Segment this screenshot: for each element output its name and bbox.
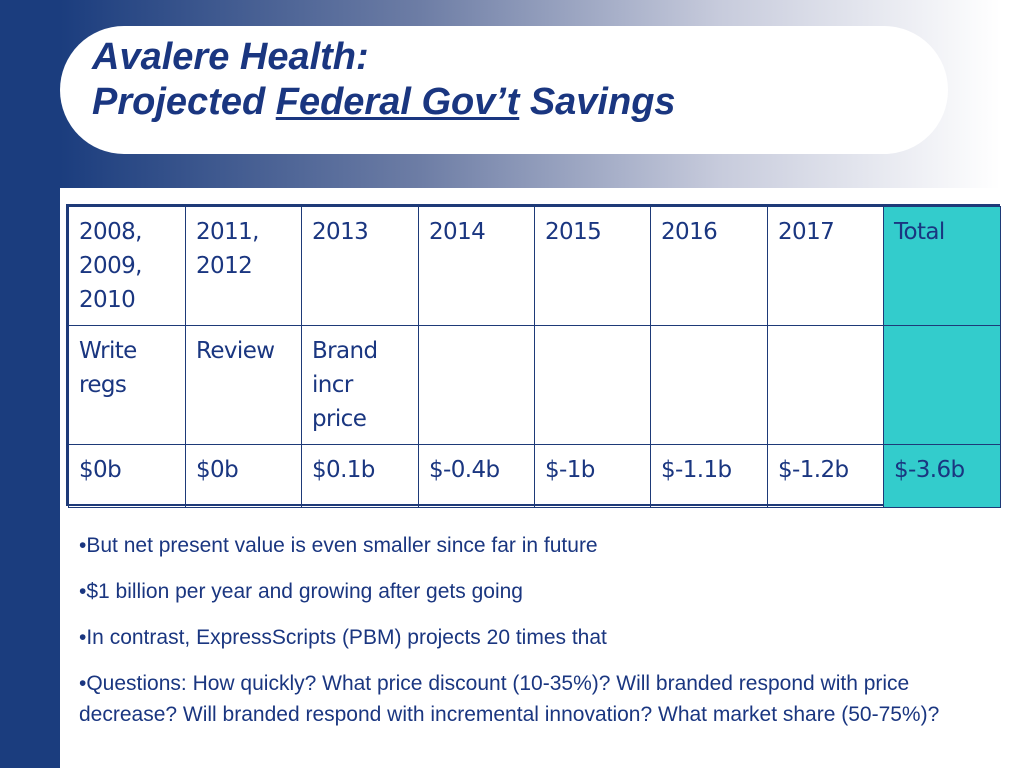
table-cell: $0.1b — [301, 444, 419, 508]
bullet-item: •Questions: How quickly? What price disc… — [79, 672, 940, 726]
title-background — [60, 26, 948, 154]
table-cell: 2015 — [534, 206, 651, 326]
table-cell: $-1.2b — [767, 444, 884, 508]
table-cell: Brand incr price — [301, 325, 419, 445]
title-text-projected: Projected — [92, 81, 276, 123]
bullet-item: •But net present value is even smaller s… — [79, 534, 598, 557]
table-cell: 2013 — [301, 206, 419, 326]
table-cell: 2011, 2012 — [185, 206, 302, 326]
table-row-years: 2008, 2009, 2010 2011, 2012 2013 2014 20… — [68, 206, 1001, 326]
table-cell: 2016 — [650, 206, 768, 326]
table-cell: $-1.1b — [650, 444, 768, 508]
table-cell: $0b — [185, 444, 302, 508]
table-cell-total: Total — [883, 206, 1001, 326]
bullet-item: •In contrast, ExpressScripts (PBM) proje… — [79, 626, 607, 649]
table-cell: Review — [185, 325, 302, 445]
slide-title-line2: Projected Federal Gov’t Savings — [92, 79, 676, 125]
bullet-list: •But net present value is even smaller s… — [79, 530, 979, 744]
table-row-savings: $0b $0b $0.1b $-0.4b $-1b $-1.1b $-1.2b … — [68, 444, 1001, 508]
table-cell: $-0.4b — [418, 444, 535, 508]
table-cell — [767, 325, 884, 445]
savings-table: 2008, 2009, 2010 2011, 2012 2013 2014 20… — [66, 204, 1001, 508]
table-cell: 2017 — [767, 206, 884, 326]
table-cell-total — [883, 325, 1001, 445]
table-cell: Write regs — [68, 325, 186, 445]
table-cell — [534, 325, 651, 445]
table-cell: 2014 — [418, 206, 535, 326]
title-text-savings: Savings — [519, 81, 676, 123]
table-cell — [650, 325, 768, 445]
table-cell: $-1b — [534, 444, 651, 508]
table-cell: 2008, 2009, 2010 — [68, 206, 186, 326]
table-cell: $0b — [68, 444, 186, 508]
table-row-actions: Write regs Review Brand incr price — [68, 325, 1001, 445]
table-cell — [418, 325, 535, 445]
table-cell-total: $-3.6b — [883, 444, 1001, 508]
slide-title-line1: Avalere Health: — [92, 36, 369, 78]
title-text-federal-govt: Federal Gov’t — [275, 81, 520, 123]
bullet-item: •$1 billion per year and growing after g… — [79, 580, 523, 603]
